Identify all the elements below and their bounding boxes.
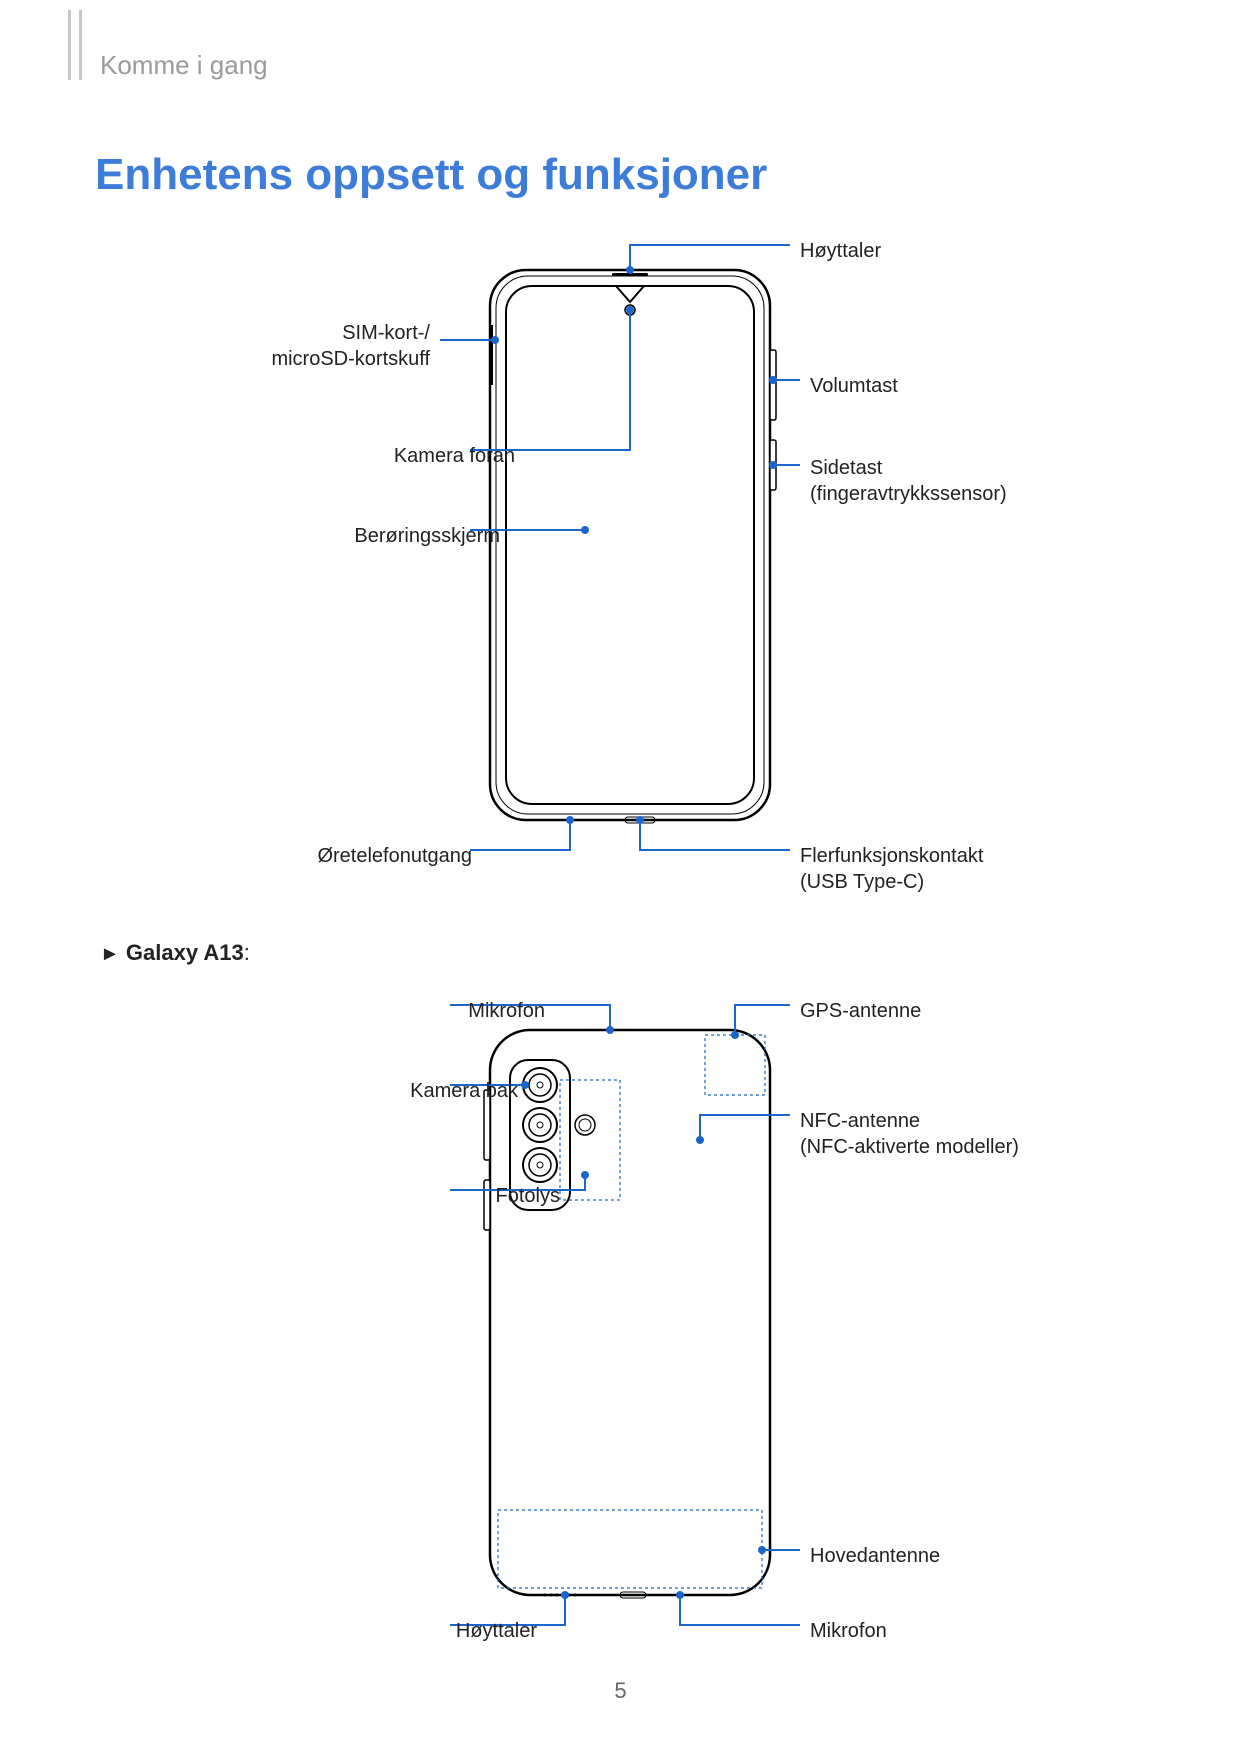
callout-volume: Volumtast	[810, 373, 898, 399]
page-title: Enhetens oppsett og funksjoner	[95, 150, 767, 200]
page-tab-mark	[68, 10, 82, 80]
callout-front_cam: Kamera foran	[315, 443, 515, 469]
callout-jack: Øretelefonutgang	[272, 843, 472, 869]
callout-touch: Berøringsskjerm	[300, 523, 500, 549]
callout-mic_b: Mikrofon	[810, 1618, 887, 1644]
breadcrumb: Komme i gang	[100, 50, 268, 81]
page-number: 5	[0, 1678, 1241, 1704]
callout-gps: GPS-antenne	[800, 998, 921, 1024]
model-name: Galaxy A13	[126, 940, 244, 965]
callout-rear_cam: Kamera bak	[318, 1078, 518, 1104]
callout-nfc: NFC-antenne(NFC-aktiverte modeller)	[800, 1108, 1019, 1160]
section-suffix: :	[244, 940, 250, 965]
section-label: ► Galaxy A13:	[100, 940, 250, 966]
callout-sim: SIM-kort-/microSD-kortskuff	[230, 320, 430, 372]
diagram-front-view: Høyttaler SIM-kort-/microSD-kortskuff Volu…	[0, 230, 1241, 930]
arrow-icon: ►	[100, 943, 120, 965]
callout-fotolys: Fotolys	[360, 1183, 560, 1209]
callout-side_key: Sidetast(fingeravtrykkssensor)	[810, 455, 1007, 507]
callout-usb: Flerfunksjonskontakt(USB Type-C)	[800, 843, 983, 895]
diagram-back-view: Mikrofon GPS-antenne Kamera bak NFC-antenne…	[0, 980, 1241, 1660]
callout-speaker_top: Høyttaler	[800, 238, 881, 264]
callout-speaker_b: Høyttaler	[337, 1618, 537, 1644]
callout-main_ant: Hovedantenne	[810, 1543, 940, 1569]
callout-mic_top: Mikrofon	[345, 998, 545, 1024]
